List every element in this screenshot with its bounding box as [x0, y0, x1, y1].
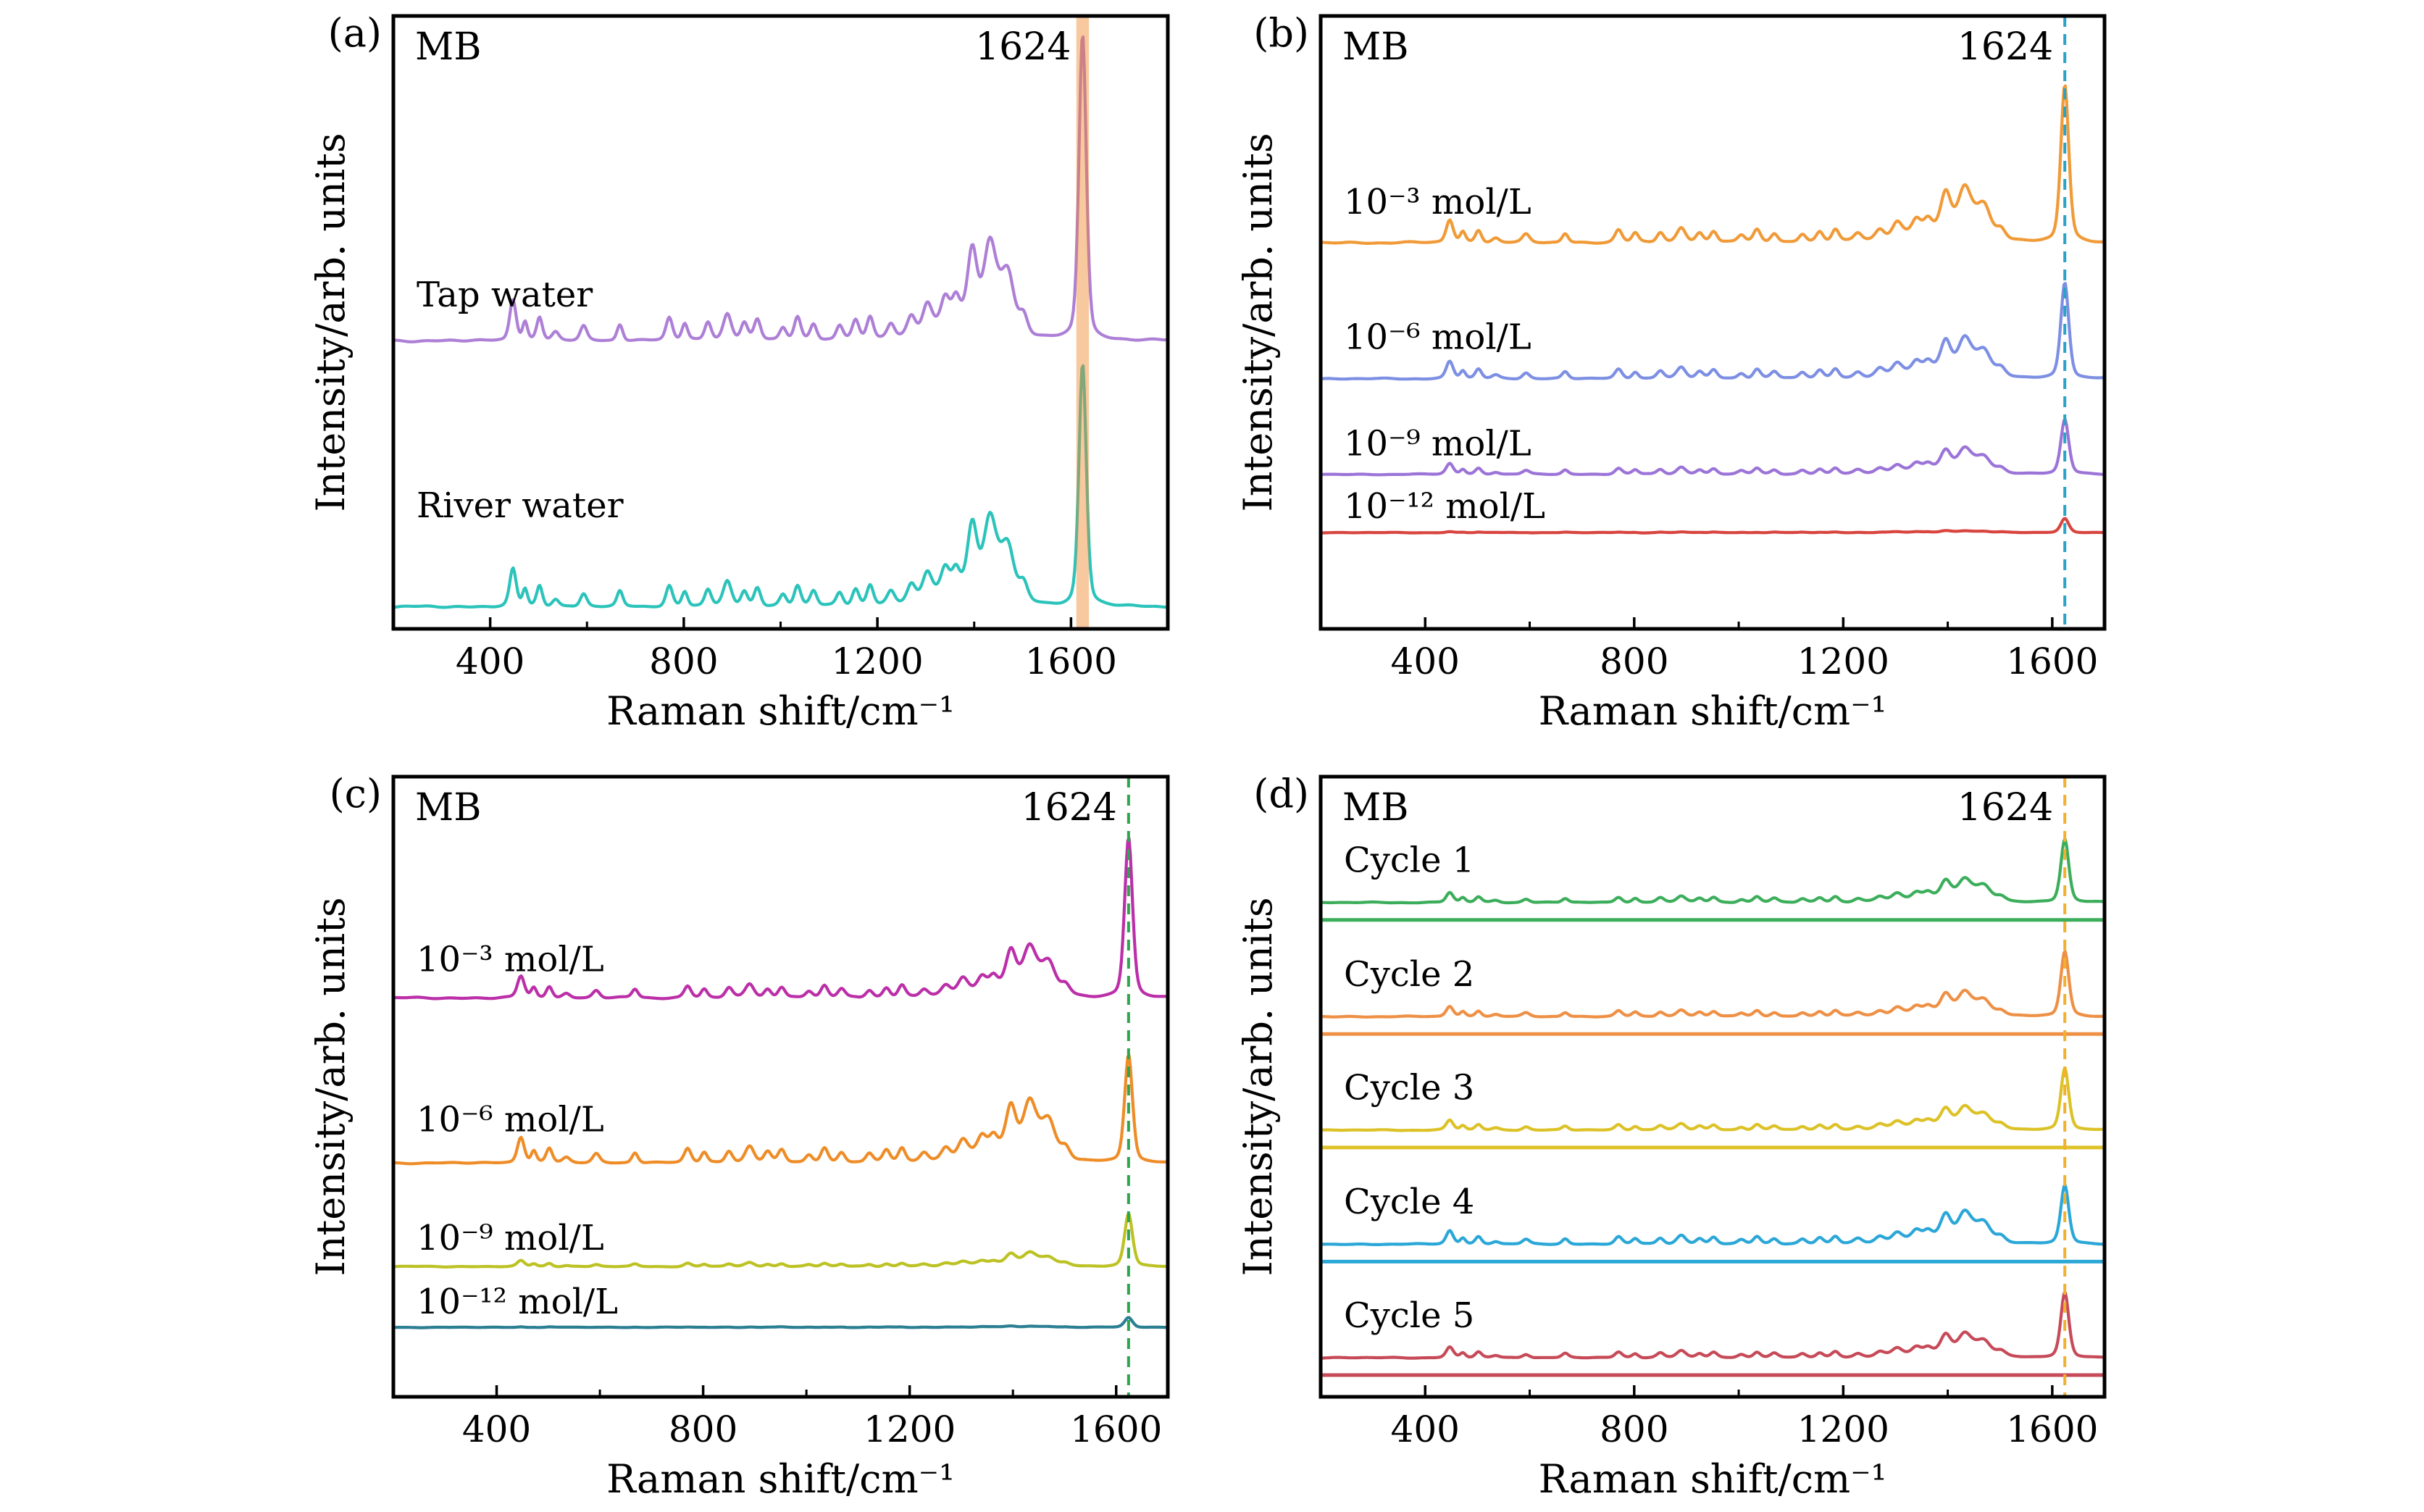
- x-tick-label: 800: [669, 1408, 737, 1450]
- plot-box-d: [1318, 774, 2107, 1399]
- plot-area-b: [1322, 84, 2103, 535]
- series-label-a-0: Tap water: [417, 275, 593, 315]
- x-tick-label: 400: [456, 640, 524, 682]
- trace-d-2: [1322, 1067, 2103, 1132]
- series-label-b-3: 10⁻¹² mol/L: [1344, 486, 1545, 527]
- panel-tag-a: (a): [328, 10, 382, 56]
- x-tick-label: 1600: [1025, 640, 1117, 682]
- peak-wavenumber-label: 1624: [1957, 786, 2053, 830]
- x-axis-label: Raman shift/cm⁻¹: [606, 1456, 955, 1502]
- x-tick-label: 1200: [864, 1408, 956, 1450]
- trace-c-0: [395, 837, 1166, 1001]
- x-tick-label: 800: [1600, 1408, 1668, 1450]
- x-tick-label: 800: [1600, 640, 1668, 682]
- series-label-c-2: 10⁻⁹ mol/L: [417, 1218, 604, 1258]
- series-label-c-0: 10⁻³ mol/L: [417, 940, 604, 980]
- x-axis-label: Raman shift/cm⁻¹: [606, 688, 955, 734]
- series-label-b-2: 10⁻⁹ mol/L: [1344, 424, 1531, 464]
- panel-tag-c: (c): [330, 771, 382, 816]
- x-axis-label: Raman shift/cm⁻¹: [1539, 688, 1887, 734]
- x-axis-label: Raman shift/cm⁻¹: [1539, 1456, 1887, 1502]
- peak-highlight-band: [1076, 16, 1090, 629]
- plot-box-b: [1318, 14, 2107, 631]
- x-tick-label: 1200: [1797, 1408, 1889, 1450]
- series-label-b-0: 10⁻³ mol/L: [1344, 182, 1531, 222]
- trace-c-3: [395, 1316, 1166, 1329]
- y-axis-label: Intensity/arb. units: [308, 133, 354, 511]
- series-label-c-3: 10⁻¹² mol/L: [417, 1282, 618, 1322]
- trace-b-2: [1322, 418, 2103, 477]
- trace-d-1: [1322, 950, 2103, 1019]
- panel-a: 400 800 1200 1600 Raman shift/cm⁻¹ Intensity/…: [308, 10, 1170, 734]
- series-label-c-1: 10⁻⁶ mol/L: [417, 1099, 604, 1140]
- panel-tag-d: (d): [1253, 771, 1309, 816]
- series-label-a-1: River water: [417, 485, 624, 526]
- x-tick-label: 1600: [2006, 1408, 2098, 1450]
- trace-a-0: [395, 35, 1166, 343]
- plot-area-d: [1322, 838, 2103, 1377]
- x-tick-label: 1600: [2006, 640, 2098, 682]
- panel-c: 400 800 1200 1600 Raman shift/cm⁻¹ Intensity/…: [308, 771, 1170, 1502]
- x-tick-label: 1200: [832, 640, 924, 682]
- peak-wavenumber-label: 1624: [1957, 25, 2053, 69]
- trace-b-1: [1322, 282, 2103, 381]
- trace-d-0: [1322, 838, 2103, 905]
- peak-wavenumber-label: 1624: [975, 25, 1071, 69]
- panel-tag-b: (b): [1253, 10, 1309, 56]
- trace-b-3: [1322, 517, 2103, 535]
- x-tick-label: 400: [1391, 640, 1460, 682]
- trace-b-0: [1322, 84, 2103, 245]
- molecule-label: MB: [1342, 786, 1408, 830]
- trace-c-2: [395, 1212, 1166, 1269]
- series-label-d-1: Cycle 2: [1344, 954, 1474, 995]
- plot-area-a: [395, 35, 1166, 609]
- x-tick-label: 400: [462, 1408, 531, 1450]
- series-label-b-1: 10⁻⁶ mol/L: [1344, 317, 1531, 357]
- series-label-d-3: Cycle 4: [1344, 1182, 1474, 1222]
- molecule-label: MB: [415, 786, 481, 830]
- trace-c-1: [395, 1053, 1166, 1166]
- molecule-label: MB: [415, 25, 481, 69]
- peak-wavenumber-label: 1624: [1021, 786, 1116, 830]
- y-axis-label: Intensity/arb. units: [1235, 897, 1281, 1276]
- trace-a-1: [395, 364, 1166, 609]
- trace-d-4: [1322, 1291, 2103, 1360]
- x-tick-label: 800: [649, 640, 718, 682]
- panel-d: 400 800 1200 1600 Raman shift/cm⁻¹ Intensity/…: [1235, 771, 2107, 1502]
- series-label-d-2: Cycle 3: [1344, 1068, 1474, 1108]
- series-label-d-4: Cycle 5: [1344, 1295, 1474, 1336]
- series-label-d-0: Cycle 1: [1344, 840, 1474, 881]
- y-axis-label: Intensity/arb. units: [1235, 133, 1281, 511]
- molecule-label: MB: [1342, 25, 1408, 69]
- panel-b: 400 800 1200 1600 Raman shift/cm⁻¹ Intensity/…: [1235, 10, 2107, 734]
- plot-area-c: [395, 837, 1166, 1329]
- plot-box-c: [391, 774, 1170, 1399]
- y-axis-label: Intensity/arb. units: [308, 897, 354, 1276]
- trace-d-3: [1322, 1184, 2103, 1246]
- x-tick-label: 1200: [1797, 640, 1889, 682]
- x-tick-label: 400: [1391, 1408, 1460, 1450]
- x-tick-label: 1600: [1070, 1408, 1162, 1450]
